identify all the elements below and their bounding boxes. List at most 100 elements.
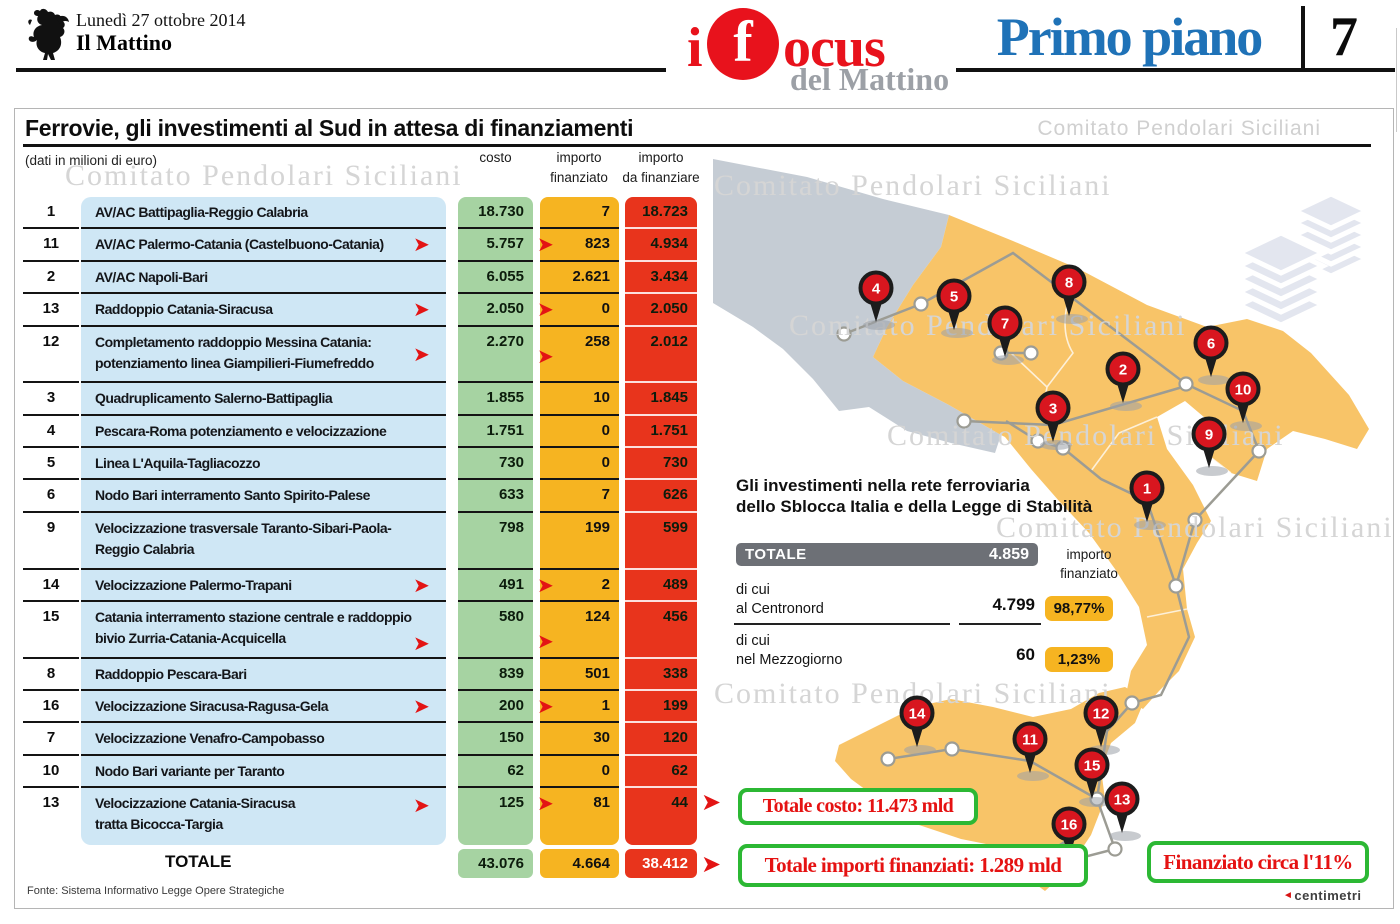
row-number: 12 [23, 327, 79, 384]
row-number: 4 [23, 416, 79, 449]
row-label-line: Pescara-Roma potenziamento e velocizzazi… [95, 422, 387, 439]
map-info-heading-line: Gli investimenti nella rete ferroviaria [736, 476, 1030, 495]
row-finanziato-value: 30 [540, 723, 619, 756]
infographic-subtitle: (dati in milioni di euro) [25, 153, 158, 168]
highlight-arrow-icon: ➤ [413, 341, 430, 366]
row-da-finanziare-value: 1.751 [625, 416, 697, 449]
row-number: 7 [23, 723, 79, 756]
row-label: Linea L'Aquila-Tagliacozzo [81, 448, 446, 481]
row-costo-value: 150 [458, 723, 533, 756]
highlight-arrow-icon: ➤ [537, 572, 554, 597]
annotation-arrow-icon: ➤ [701, 850, 722, 878]
breakdown-pct-mezzogiorno: 1,23% [1045, 647, 1113, 672]
row-label: Nodo Bari variante per Taranto [81, 756, 446, 789]
breakdown-label-centronord: di cui al Centronord [736, 581, 824, 619]
row-da-finanziare-value: 18.723 [625, 197, 697, 230]
newspaper-name: Il Mattino [76, 30, 172, 55]
row-da-finanziare-value: 730 [625, 448, 697, 481]
annotation-arrow-icon: ➤ [701, 788, 722, 816]
highlight-arrow-icon: ➤ [413, 572, 430, 597]
row-costo-value: 798 [458, 513, 533, 570]
row-da-finanziare-value: 338 [625, 659, 697, 691]
row-number: 9 [23, 513, 79, 570]
column-header-importo-da-finanziare: importo da finanziare [617, 148, 705, 188]
focus-logo-icon: f [707, 8, 779, 80]
row-costo-value: 730 [458, 448, 533, 481]
row-label-line: AV/AC Palermo-Catania (Castelbuono-Catan… [95, 236, 384, 253]
row-number: 14 [23, 570, 79, 602]
row-da-finanziare-value: 1.845 [625, 383, 697, 416]
total-da-finanziare-value: 38.412 [625, 849, 697, 878]
watermark: Comitato Pendolari Siciliani [65, 159, 463, 192]
row-label: Catania interramento stazione centrale e… [81, 602, 446, 659]
highlight-arrow-icon: ➤ [537, 297, 554, 322]
column-header-line: importo [638, 150, 684, 165]
row-label-line: potenziamento linea Giampilieri-Fiumefre… [95, 354, 374, 371]
row-finanziato-value: 258 [540, 327, 619, 384]
newspaper-date: Lunedì 27 ottobre 2014 [76, 10, 246, 30]
watermark: Comitato Pendolari Siciliani [714, 169, 1112, 202]
header-rule-far-right [1305, 68, 1395, 72]
table-column-row-numbers: 1 11 2 13 12 3 4 5 6 9 14 15 8 16 7 10 13 [23, 197, 79, 845]
row-label-line: Velocizzazione Palermo-Trapani [95, 576, 292, 593]
row-label: Quadruplicamento Salerno-Battipaglia [81, 383, 446, 416]
breakdown-value-mezzogiorno: 60 [1016, 645, 1035, 664]
column-header-line: da finanziare [622, 170, 700, 185]
row-label: AV/AC Palermo-Catania (Castelbuono-Catan… [81, 229, 446, 262]
breakdown-separator [959, 623, 1041, 625]
row-label-line: Raddoppio Catania-Siracusa [95, 301, 273, 318]
infographic-panel: Ferrovie, gli investimenti al Sud in att… [14, 108, 1394, 909]
row-da-finanziare-value: 626 [625, 480, 697, 513]
row-label: Pescara-Roma potenziamento e velocizzazi… [81, 416, 446, 449]
row-number: 13 [23, 294, 79, 327]
focus-logo-text: ocus [783, 17, 886, 79]
row-costo-value: 580 [458, 602, 533, 659]
map-info-financed-label-line: finanziato [1060, 566, 1118, 581]
row-label-line: AV/AC Battipaglia-Reggio Calabria [95, 204, 308, 220]
stacked-papers-icon [1233, 191, 1373, 328]
table-column-descriptions: AV/AC Battipaglia-Reggio Calabria AV/AC P… [81, 197, 446, 845]
total-costo-value: 43.076 [458, 849, 533, 878]
table-column-costo: 18.730 5.757 6.055 2.050 2.270 1.855 1.751 730 6… [458, 197, 533, 845]
breakdown-separator [734, 623, 950, 625]
row-finanziato-value: 501 [540, 659, 619, 691]
row-label-line: Nodo Bari variante per Taranto [95, 762, 285, 779]
highlight-arrow-icon: ➤ [413, 793, 430, 818]
row-label: Velocizzazione Catania-Siracusa tratta Bi… [81, 788, 446, 845]
header-rule-left [16, 68, 666, 72]
row-number: 10 [23, 756, 79, 789]
row-label-line: Velocizzazione Venafro-Campobasso [95, 730, 325, 747]
row-label-line: Velocizzazione Siracusa-Ragusa-Gela [95, 697, 329, 714]
focus-logo-tagline: del Mattino [790, 61, 950, 97]
breakdown-value-centronord: 4.799 [992, 595, 1035, 614]
row-label: Nodo Bari interramento Santo Spirito-Pal… [81, 480, 446, 513]
row-costo-value: 200 [458, 691, 533, 724]
row-label-line: Raddoppio Pescara-Bari [95, 665, 247, 682]
row-da-finanziare-value: 3.434 [625, 262, 697, 295]
row-finanziato-value: 0 [540, 756, 619, 789]
row-label-line: Catania interramento stazione centrale e… [95, 608, 412, 625]
row-finanziato-value: 2 [540, 570, 619, 602]
row-costo-value: 62 [458, 756, 533, 789]
row-finanziato-value: 0 [540, 294, 619, 327]
row-number: 11 [23, 229, 79, 262]
row-label: AV/AC Napoli-Bari [81, 262, 446, 295]
breakdown-label-line: di cui [736, 582, 770, 598]
annotation-finanziato-pct: Finanziato circa l'11% [1147, 841, 1369, 883]
row-costo-value: 5.757 [458, 229, 533, 262]
row-number: 2 [23, 262, 79, 295]
page-crop-mark [1396, 28, 1397, 132]
table-column-importo-da-finanziare: 18.723 4.934 3.434 2.050 2.012 1.845 1.751 730 6… [625, 197, 697, 845]
map-info-financed-label: importo finanziato [1043, 545, 1135, 583]
row-finanziato-value: 10 [540, 383, 619, 416]
row-da-finanziare-value: 456 [625, 602, 697, 659]
credit-arrow-icon: ◄ [1283, 890, 1294, 901]
row-finanziato-value: 0 [540, 416, 619, 449]
row-da-finanziare-value: 4.934 [625, 229, 697, 262]
highlight-arrow-icon: ➤ [537, 791, 554, 816]
title-rule [23, 144, 1371, 147]
row-da-finanziare-value: 62 [625, 756, 697, 789]
highlight-arrow-icon: ➤ [537, 629, 554, 653]
focus-logo-f: f [733, 9, 753, 74]
row-label: Velocizzazione Palermo-Trapani [81, 570, 446, 602]
